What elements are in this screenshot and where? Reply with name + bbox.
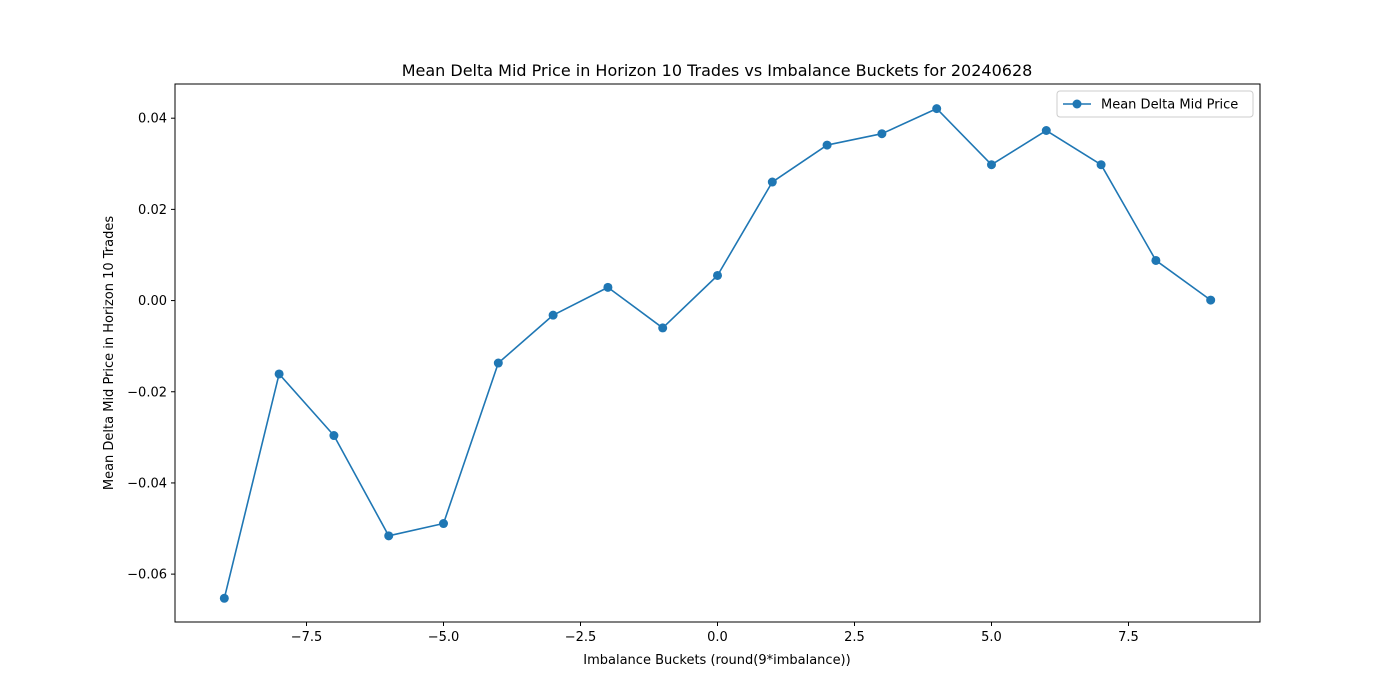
y-axis: −0.06 −0.04 −0.02 0.00 0.02 0.04	[127, 112, 175, 583]
data-point	[439, 519, 449, 529]
data-point	[877, 129, 887, 139]
x-tick-label: 0.0	[707, 630, 728, 645]
data-point	[548, 310, 558, 320]
data-point	[932, 104, 942, 114]
x-tick-label: 2.5	[844, 630, 865, 645]
data-point	[1041, 126, 1051, 136]
data-point	[1096, 160, 1106, 170]
data-point	[1206, 295, 1216, 305]
data-point	[329, 431, 339, 441]
data-point	[219, 593, 229, 603]
data-point	[986, 160, 996, 170]
legend-marker-swatch	[1072, 99, 1082, 109]
data-point	[822, 140, 832, 150]
y-axis-title: Mean Delta Mid Price in Horizon 10 Trade…	[102, 216, 117, 491]
series-layer	[219, 104, 1216, 603]
data-point	[767, 177, 777, 187]
legend-label: Mean Delta Mid Price	[1101, 98, 1238, 113]
y-tick-label: 0.00	[138, 294, 167, 309]
x-tick-label: −2.5	[565, 630, 597, 645]
y-tick-label: 0.02	[138, 203, 167, 218]
data-point	[493, 358, 503, 368]
y-tick-label: −0.02	[127, 385, 167, 400]
x-axis-title: Imbalance Buckets (round(9*imbalance))	[583, 653, 850, 668]
series-line	[223, 107, 1212, 599]
data-point	[603, 282, 613, 292]
x-tick-label: −7.5	[291, 630, 323, 645]
data-point	[1151, 255, 1161, 265]
legend-box	[1056, 90, 1254, 118]
data-point	[658, 323, 668, 333]
x-tick-label: 5.0	[981, 630, 1002, 645]
y-tick-label: −0.04	[127, 476, 167, 491]
data-point	[713, 270, 722, 280]
data-point	[274, 369, 284, 379]
legend: Mean Delta Mid Price	[1056, 90, 1254, 118]
x-tick-label: −5.0	[428, 630, 460, 645]
data-point	[384, 531, 394, 541]
chart-title: Mean Delta Mid Price in Horizon 10 Trade…	[402, 61, 1033, 80]
y-tick-label: −0.06	[127, 568, 167, 583]
x-axis: −7.5 −5.0 −2.5 0.0 2.5 5.0 7.5	[291, 622, 1139, 645]
x-tick-label: 7.5	[1118, 630, 1139, 645]
y-tick-label: 0.04	[138, 112, 167, 127]
